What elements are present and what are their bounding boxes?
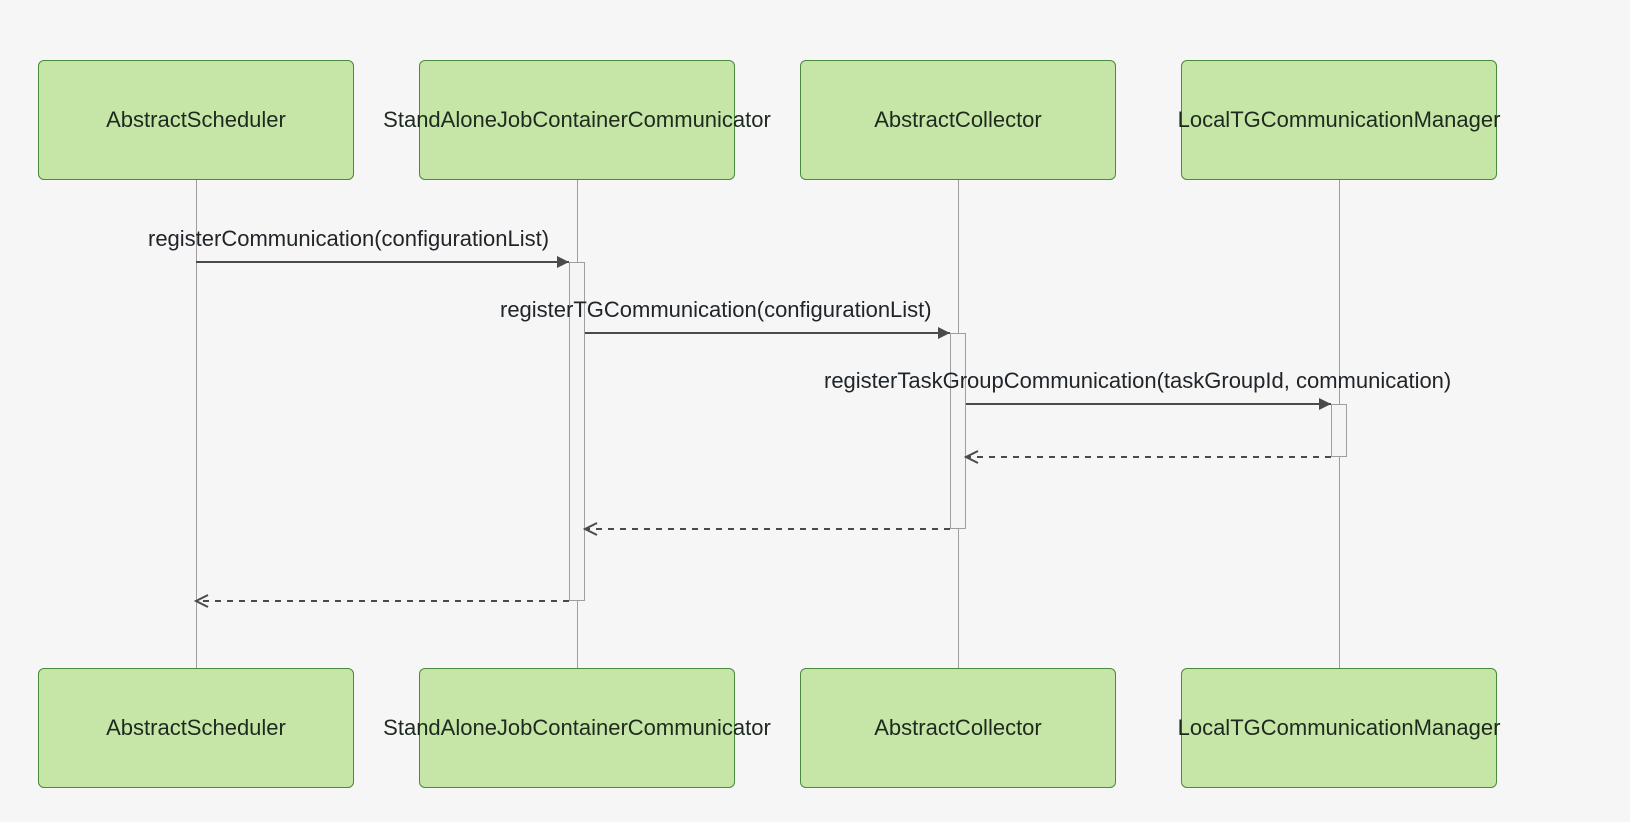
participant-label: AbstractScheduler (106, 107, 286, 133)
message-label-m3: registerTaskGroupCommunication(taskGroup… (824, 368, 1451, 394)
participant-label: StandAloneJobContainerCommunicator (383, 715, 771, 741)
participant-top-p2: AbstractCollector (800, 60, 1116, 180)
participant-label: AbstractCollector (874, 715, 1042, 741)
activation-p3 (1331, 404, 1347, 457)
participant-label: AbstractCollector (874, 107, 1042, 133)
sequence-diagram-canvas: AbstractScheduler StandAloneJobContainer… (0, 0, 1630, 822)
participant-top-p3: LocalTGCommunicationManager (1181, 60, 1497, 180)
participant-bottom-p3: LocalTGCommunicationManager (1181, 668, 1497, 788)
lifeline-p0 (196, 180, 197, 668)
message-label-m1: registerCommunication(configurationList) (148, 226, 549, 252)
participant-bottom-p0: AbstractScheduler (38, 668, 354, 788)
participant-label: AbstractScheduler (106, 715, 286, 741)
participant-label: LocalTGCommunicationManager (1178, 107, 1501, 133)
message-label-m2: registerTGCommunication(configurationLis… (500, 297, 932, 323)
participant-label: LocalTGCommunicationManager (1178, 715, 1501, 741)
participant-bottom-p1: StandAloneJobContainerCommunicator (419, 668, 735, 788)
participant-bottom-p2: AbstractCollector (800, 668, 1116, 788)
participant-top-p0: AbstractScheduler (38, 60, 354, 180)
participant-label: StandAloneJobContainerCommunicator (383, 107, 771, 133)
participant-top-p1: StandAloneJobContainerCommunicator (419, 60, 735, 180)
activation-p2 (950, 333, 966, 529)
